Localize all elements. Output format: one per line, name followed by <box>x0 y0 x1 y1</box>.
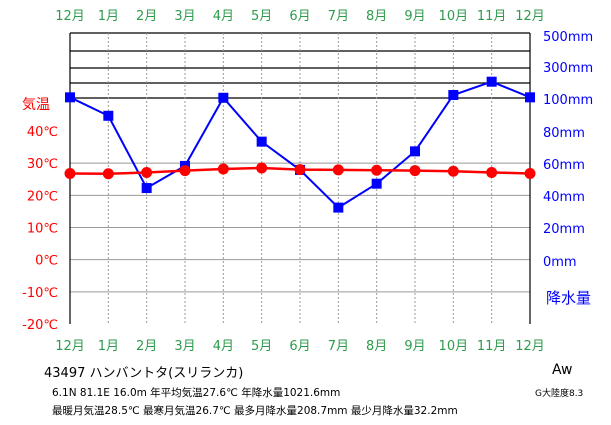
station-stats-line1: 6.1N 81.1E 16.0m 年平均気温27.6℃ 年降水量1021.6mm <box>52 387 341 399</box>
month-label-top: 5月 <box>251 9 272 24</box>
temperature-point <box>256 162 268 174</box>
month-label-top: 8月 <box>366 9 387 24</box>
precipitation-tick-label: 40mm <box>543 190 585 205</box>
month-label-bottom: 7月 <box>328 339 349 354</box>
precipitation-point <box>486 76 497 87</box>
grid <box>69 32 531 324</box>
month-label-top: 12月 <box>55 9 85 24</box>
temperature-point <box>294 164 306 176</box>
precipitation-tick-label: 0mm <box>543 255 577 270</box>
temperature-tick-label: 30℃ <box>27 157 58 172</box>
temperature-tick-label: -10℃ <box>22 286 58 301</box>
month-label-bottom: 6月 <box>289 339 310 354</box>
precipitation-point <box>256 136 267 147</box>
temperature-point <box>141 166 153 178</box>
month-label-bottom: 4月 <box>213 339 234 354</box>
temperature-tick-label: 20℃ <box>27 189 58 204</box>
temperature-point <box>371 164 383 176</box>
temperature-series <box>64 162 536 180</box>
month-label-bottom: 2月 <box>136 339 157 354</box>
month-label-bottom: 12月 <box>515 339 545 354</box>
precipitation-point <box>525 92 535 103</box>
climate-classification: Aw <box>552 362 573 378</box>
month-label-bottom: 10月 <box>439 339 469 354</box>
precipitation-tick-label: 100mm <box>543 93 593 108</box>
precipitation-point <box>448 90 459 100</box>
temperature-tick-label: 10℃ <box>27 222 58 237</box>
temperature-point <box>179 165 191 177</box>
temperature-axis-title: 気温 <box>22 97 50 113</box>
precipitation-point <box>410 146 420 157</box>
precipitation-tick-label: 300mm <box>543 61 593 76</box>
month-label-top: 4月 <box>213 9 234 24</box>
temperature-point <box>64 167 76 179</box>
month-label-bottom: 5月 <box>251 339 272 354</box>
month-label-bottom: 8月 <box>366 339 387 354</box>
precipitation-point <box>141 183 152 194</box>
month-label-bottom: 1月 <box>98 339 119 354</box>
month-label-top: 6月 <box>289 9 310 24</box>
month-label-bottom: 9月 <box>404 339 425 354</box>
precipitation-point <box>218 92 229 103</box>
precipitation-tick-label: 20mm <box>543 222 585 237</box>
month-label-top: 3月 <box>174 9 195 24</box>
precipitation-point <box>333 202 344 213</box>
month-label-bottom: 11月 <box>477 339 507 354</box>
precipitation-axis-title: 降水量 <box>546 289 591 307</box>
precipitation-point <box>65 92 75 103</box>
temperature-tick-label: 0℃ <box>35 254 58 269</box>
temperature-point <box>524 167 536 179</box>
precipitation-line <box>69 80 531 209</box>
temperature-point <box>102 168 114 180</box>
station-stats-line2: 最暖月気温28.5℃ 最寒月気温26.7℃ 最多月降水量208.7mm 最少月降… <box>52 405 458 417</box>
month-label-top: 9月 <box>404 9 425 24</box>
temperature-point <box>332 164 344 176</box>
temperature-point <box>486 166 498 178</box>
precipitation-tick-label: 60mm <box>543 158 585 173</box>
temperature-point <box>447 165 459 177</box>
precipitation-tick-label: 80mm <box>543 126 585 141</box>
month-label-bottom: 3月 <box>174 339 195 354</box>
month-label-top: 1月 <box>98 9 119 24</box>
month-label-top: 12月 <box>515 9 545 24</box>
precipitation-tick-label: 500mm <box>543 30 593 45</box>
temperature-tick-label: 40℃ <box>27 125 58 140</box>
labels: 12月 12月 1月 1月 2月 2月 3月 3月 4月 4月 5月 5月 6月 6月 7月 7月 8月 8月 9月… <box>22 9 593 354</box>
precipitation-point <box>371 178 382 189</box>
continentality-index: G大陸度8.3 <box>535 389 584 399</box>
month-label-top: 2月 <box>136 9 157 24</box>
month-label-top: 7月 <box>328 9 349 24</box>
temperature-point <box>409 165 421 177</box>
month-label-bottom: 12月 <box>55 339 85 354</box>
month-label-top: 10月 <box>439 9 469 24</box>
month-label-top: 11月 <box>477 9 507 24</box>
precipitation-point <box>103 110 114 121</box>
temperature-point <box>217 163 229 175</box>
station-name: 43497 ハンバントタ(スリランカ) <box>44 366 244 381</box>
temperature-tick-label: -20℃ <box>22 318 58 333</box>
